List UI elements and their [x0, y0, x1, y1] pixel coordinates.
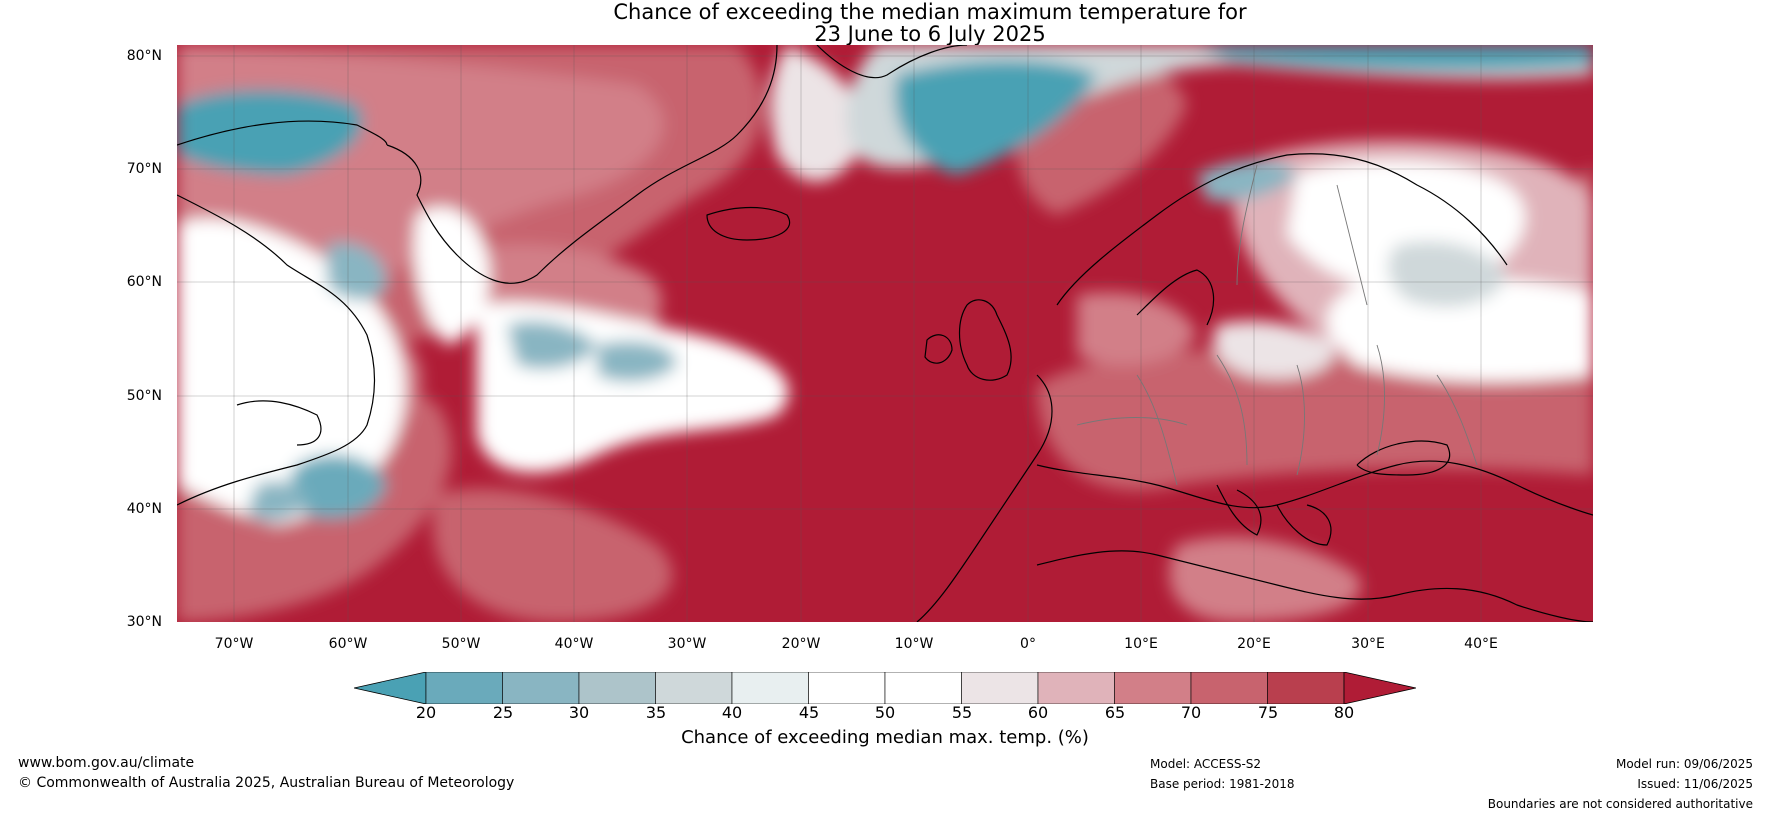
footer-model: Model: ACCESS-S2	[1150, 757, 1262, 771]
colorbar-segment	[578, 672, 656, 704]
lat-label-80n: 80°N	[126, 48, 162, 64]
colorbar-segment	[425, 672, 503, 704]
lon-label-50w: 50°W	[441, 636, 481, 652]
lon-label-10w: 10°W	[894, 636, 934, 652]
colorbar-segment	[961, 672, 1039, 704]
map-coastlines	[177, 45, 1593, 622]
map-title-line-1: Chance of exceeding the median maximum t…	[613, 0, 1247, 24]
forecast-map	[177, 45, 1593, 622]
forecast-map-svg	[177, 45, 1593, 622]
lon-label-30w: 30°W	[667, 636, 707, 652]
map-title-line-2: 23 June to 6 July 2025	[814, 22, 1046, 46]
lat-label-50n: 50°N	[126, 388, 162, 404]
colorbar-extend-low	[354, 672, 427, 704]
colorbar-tick: 40	[721, 703, 743, 722]
colorbar-segment	[1037, 672, 1115, 704]
lon-label-40e: 40°E	[1464, 636, 1498, 652]
lat-label-40n: 40°N	[126, 501, 162, 517]
lon-label-40w: 40°W	[554, 636, 594, 652]
colorbar-tick: 55	[951, 703, 973, 722]
colorbar-tick: 50	[874, 703, 896, 722]
colorbar-tick: 45	[798, 703, 820, 722]
colorbar-segment	[1114, 672, 1192, 704]
colorbar-segment	[884, 672, 962, 704]
footer-website: www.bom.gov.au/climate	[18, 755, 195, 771]
lon-label-20w: 20°W	[781, 636, 821, 652]
colorbar-segment	[808, 672, 886, 704]
colorbar-tick: 70	[1180, 703, 1202, 722]
colorbar-segment	[731, 672, 809, 704]
map-borders	[1076, 164, 1478, 486]
colorbar-label: Chance of exceeding median max. temp. (%…	[681, 727, 1089, 748]
lon-label-10e: 10°E	[1124, 636, 1158, 652]
lon-label-20e: 20°E	[1237, 636, 1271, 652]
colorbar-segment	[1190, 672, 1268, 704]
colorbar-extend-high	[1343, 672, 1416, 704]
colorbar-tick: 25	[492, 703, 514, 722]
lat-label-70n: 70°N	[126, 161, 162, 177]
colorbar-tick: 35	[645, 703, 667, 722]
lat-label-60n: 60°N	[126, 274, 162, 290]
colorbar-segment	[1267, 672, 1345, 704]
lon-label-60w: 60°W	[328, 636, 368, 652]
lon-label-30e: 30°E	[1351, 636, 1385, 652]
colorbar-tick: 65	[1104, 703, 1126, 722]
footer-issued: Issued: 11/06/2025	[1637, 777, 1753, 791]
footer-base-period: Base period: 1981-2018	[1150, 777, 1295, 791]
colorbar	[354, 672, 1416, 704]
colorbar-tick: 75	[1257, 703, 1279, 722]
probability-field	[177, 45, 1593, 622]
colorbar-tick: 30	[568, 703, 590, 722]
map-gridlines	[177, 45, 1593, 622]
footer-model-run: Model run: 09/06/2025	[1615, 757, 1753, 771]
lon-label-0: 0°	[1020, 636, 1036, 652]
colorbar-segment	[502, 672, 580, 704]
colorbar-tick: 60	[1027, 703, 1049, 722]
footer-copyright: © Commonwealth of Australia 2025, Austra…	[18, 775, 515, 791]
colorbar-tick: 20	[415, 703, 437, 722]
lon-label-70w: 70°W	[214, 636, 254, 652]
colorbar-segment	[655, 672, 733, 704]
lat-label-30n: 30°N	[126, 614, 162, 630]
colorbar-tick: 80	[1333, 703, 1355, 722]
footer-disclaimer: Boundaries are not considered authoritat…	[1487, 797, 1753, 811]
